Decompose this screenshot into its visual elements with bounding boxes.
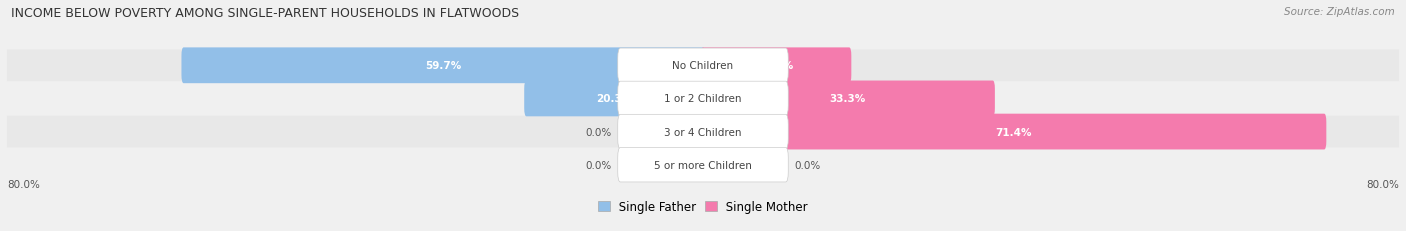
FancyBboxPatch shape [700, 81, 995, 117]
FancyBboxPatch shape [7, 50, 1399, 82]
FancyBboxPatch shape [617, 115, 789, 149]
Text: Source: ZipAtlas.com: Source: ZipAtlas.com [1284, 7, 1395, 17]
Text: 71.4%: 71.4% [995, 127, 1032, 137]
FancyBboxPatch shape [7, 83, 1399, 115]
FancyBboxPatch shape [700, 48, 851, 84]
Text: 3 or 4 Children: 3 or 4 Children [664, 127, 742, 137]
FancyBboxPatch shape [7, 149, 1399, 181]
FancyBboxPatch shape [7, 116, 1399, 148]
Text: INCOME BELOW POVERTY AMONG SINGLE-PARENT HOUSEHOLDS IN FLATWOODS: INCOME BELOW POVERTY AMONG SINGLE-PARENT… [11, 7, 519, 20]
FancyBboxPatch shape [524, 81, 706, 117]
Text: 33.3%: 33.3% [830, 94, 866, 104]
Text: 80.0%: 80.0% [7, 179, 39, 189]
FancyBboxPatch shape [617, 82, 789, 116]
Text: 80.0%: 80.0% [1367, 179, 1399, 189]
Text: 20.3%: 20.3% [596, 94, 633, 104]
Text: 1 or 2 Children: 1 or 2 Children [664, 94, 742, 104]
FancyBboxPatch shape [617, 49, 789, 83]
FancyBboxPatch shape [617, 148, 789, 182]
Text: 0.0%: 0.0% [585, 160, 612, 170]
Legend:  Single Father,  Single Mother: Single Father, Single Mother [593, 195, 813, 218]
Text: 59.7%: 59.7% [425, 61, 461, 71]
Text: 16.8%: 16.8% [758, 61, 794, 71]
Text: 5 or more Children: 5 or more Children [654, 160, 752, 170]
Text: 0.0%: 0.0% [585, 127, 612, 137]
Text: No Children: No Children [672, 61, 734, 71]
FancyBboxPatch shape [181, 48, 706, 84]
Text: 0.0%: 0.0% [794, 160, 821, 170]
FancyBboxPatch shape [700, 114, 1326, 150]
